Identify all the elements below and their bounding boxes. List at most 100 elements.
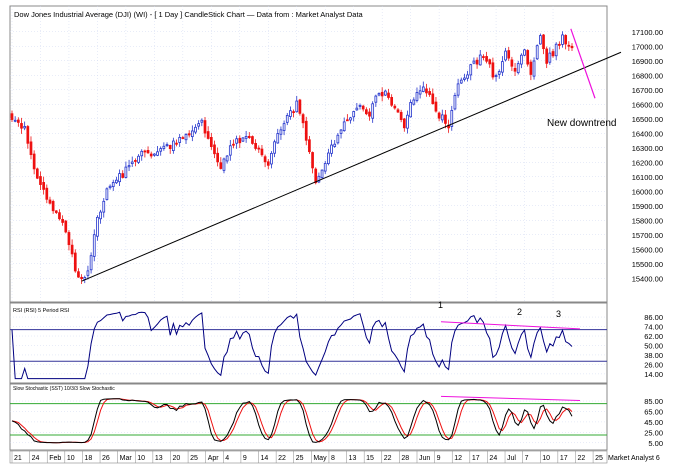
candle-body — [251, 136, 254, 144]
rsi-peak-label-2: 2 — [517, 307, 522, 317]
candle-body — [535, 45, 539, 60]
candle-body — [102, 200, 106, 213]
price-tick-label: 16100.00 — [632, 173, 663, 182]
candle-body — [292, 111, 295, 114]
candle-body — [380, 91, 384, 97]
candle-body — [330, 144, 333, 154]
candle-body — [190, 130, 194, 138]
new-downtrend-annotation: New downtrend — [547, 118, 616, 129]
date-label: 7 — [525, 455, 529, 462]
candle-body — [35, 168, 39, 179]
date-label: May — [313, 455, 327, 462]
candle-body — [270, 152, 273, 165]
candle-body — [184, 133, 188, 141]
candle-body — [409, 102, 412, 118]
candle-body — [10, 113, 14, 120]
candle-body — [339, 129, 343, 134]
candle-body — [209, 137, 213, 147]
vendor-label: Market Analyst 6 — [608, 455, 660, 462]
stoch-tick-label: 45.00 — [644, 418, 663, 427]
date-label: 25 — [190, 455, 198, 462]
candle-body — [437, 112, 441, 119]
rsi-tick-label: 38.00 — [644, 351, 663, 360]
date-label: Feb — [49, 455, 61, 462]
candle-body — [557, 43, 561, 46]
candle-body — [304, 120, 308, 141]
date-label: 25 — [595, 455, 603, 462]
candle-body — [213, 144, 216, 155]
candle-body — [415, 92, 419, 101]
date-label: Mar — [120, 455, 133, 462]
date-label: 10 — [137, 455, 145, 462]
candle-body — [279, 129, 283, 135]
price-tick-label: 16300.00 — [632, 144, 663, 153]
candle-body — [13, 119, 17, 122]
candle-body — [383, 90, 387, 96]
price-tick-label: 16000.00 — [632, 187, 663, 196]
candle-body — [482, 56, 485, 58]
candle-body — [485, 56, 488, 62]
candle-body — [434, 101, 438, 112]
candle-body — [298, 99, 302, 114]
stoch-grid — [10, 400, 607, 444]
candle-body — [92, 234, 96, 257]
price-tick-label: 16400.00 — [632, 129, 663, 138]
candle-body — [520, 54, 523, 65]
candle-body — [222, 158, 226, 171]
candle-body — [225, 155, 229, 162]
candle-body — [472, 60, 476, 64]
candle-body — [67, 232, 71, 246]
price-tick-label: 16500.00 — [632, 115, 663, 124]
candle-body — [124, 166, 128, 178]
date-label: 10 — [67, 455, 75, 462]
candle-body — [200, 119, 204, 123]
candle-body — [61, 218, 64, 223]
candle-body — [181, 137, 185, 139]
candle-body — [273, 141, 276, 154]
date-label: 25 — [296, 455, 304, 462]
candle-body — [153, 153, 156, 156]
candle-body — [368, 111, 371, 117]
candle-body — [542, 34, 545, 50]
candle-body — [333, 143, 337, 147]
rsi-tick-label: 62.00 — [644, 332, 663, 341]
price-tick-label: 15700.00 — [632, 231, 663, 240]
date-axis: 21 24 Feb 10 18 26 Mar 10 13 20 25 Apr 4 9 14 22 25 May 8 1… — [9, 450, 660, 464]
candle-body — [194, 126, 197, 133]
candle-body — [510, 59, 514, 67]
rsi-peak-label-3: 3 — [556, 309, 561, 319]
candle-body — [561, 34, 564, 45]
stoch-tick-label: 65.00 — [644, 407, 663, 416]
candle-body — [48, 199, 52, 204]
candle-body — [374, 95, 378, 103]
stoch-tick-label: 85.00 — [644, 397, 663, 406]
price-tick-label: 16800.00 — [632, 71, 663, 80]
price-axis: 15400.00 15500.00 15600.00 15700.00 15800.00… — [632, 28, 663, 284]
candle-body — [156, 151, 159, 156]
candle-body — [402, 118, 406, 129]
candle-body — [459, 79, 463, 84]
candle-body — [551, 51, 555, 57]
candle-body — [501, 61, 504, 73]
candle-body — [206, 131, 210, 139]
candle-body — [497, 71, 501, 75]
date-label: 13 — [349, 455, 357, 462]
date-label: 24 — [32, 455, 40, 462]
candle-body — [77, 271, 80, 278]
candle-body — [29, 141, 33, 156]
candle-body — [526, 50, 530, 65]
stoch-k-line — [11, 398, 573, 444]
candle-body — [235, 138, 238, 144]
candle-body — [323, 163, 327, 172]
price-tick-label: 15500.00 — [632, 260, 663, 269]
date-label: 17 — [560, 455, 568, 462]
candle-body — [358, 105, 362, 107]
candle-body — [488, 59, 492, 65]
candle-body — [352, 111, 356, 118]
new-downtrend-line — [570, 28, 596, 99]
date-label: Jul — [507, 455, 516, 462]
candle-body — [16, 119, 20, 123]
candle-body — [165, 144, 169, 147]
